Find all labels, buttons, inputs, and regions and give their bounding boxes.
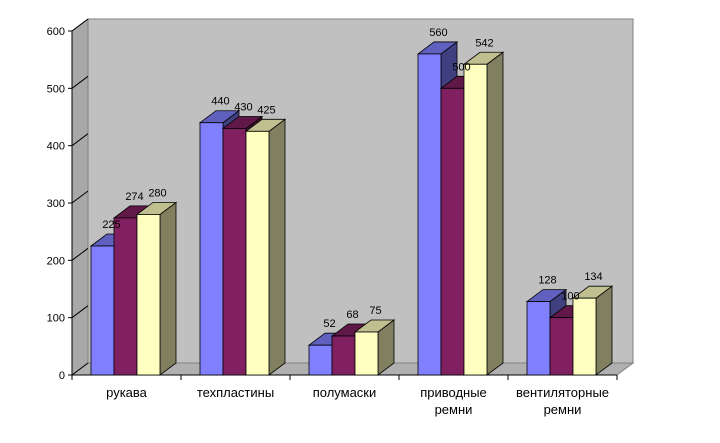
- bar-side: [595, 285, 613, 376]
- x-category-label: вентиляторные ремни: [516, 385, 609, 417]
- data-label: 425: [257, 104, 275, 116]
- y-gridline-side: [71, 190, 89, 204]
- y-gridline-side: [71, 305, 89, 319]
- data-label: 134: [584, 271, 602, 283]
- bar: [417, 53, 442, 376]
- x-category-label-line: полумаски: [313, 385, 377, 400]
- x-category-label-line: ремни: [435, 402, 473, 417]
- data-label: 560: [429, 27, 447, 39]
- data-label: 280: [148, 187, 166, 199]
- y-tick-label: 200: [47, 255, 65, 267]
- bar: [245, 130, 270, 376]
- y-gridline-side: [71, 133, 89, 147]
- y-tick-label: 500: [47, 83, 65, 95]
- y-tick-label: 0: [59, 370, 65, 382]
- chart-bars: [89, 41, 614, 376]
- bar: [463, 63, 488, 376]
- bar-side: [268, 118, 286, 376]
- data-label: 52: [323, 318, 335, 330]
- chart-labels: 0 100 200 300 400 500 600 225 274 280 рукава 440 430…: [47, 26, 609, 417]
- y-tick-label: 400: [47, 141, 65, 153]
- data-label: 440: [211, 96, 229, 108]
- y-tick-label: 300: [47, 198, 65, 210]
- data-label: 75: [369, 305, 381, 317]
- bar: [222, 128, 247, 376]
- bar: [440, 87, 465, 376]
- data-label: 68: [346, 309, 358, 321]
- y-gridline-side: [71, 247, 89, 261]
- data-label: 128: [538, 275, 556, 287]
- y-gridline-side: [71, 75, 89, 89]
- data-label: 100: [561, 291, 579, 303]
- data-label: 430: [234, 101, 252, 113]
- bar: [113, 217, 138, 376]
- bar: [354, 331, 379, 376]
- bar: [331, 335, 356, 376]
- x-category-label-line: рукава: [106, 385, 148, 400]
- x-category-label-line: ремни: [544, 402, 582, 417]
- bar: [308, 344, 333, 376]
- data-label: 500: [452, 61, 470, 73]
- bar: [90, 245, 115, 376]
- bar: [136, 214, 161, 376]
- x-category-label: техпластины: [197, 385, 274, 400]
- bar: [549, 317, 574, 376]
- y-gridline-side: [71, 18, 89, 32]
- data-label: 225: [102, 219, 120, 231]
- bar: [199, 122, 224, 376]
- bar-side: [486, 51, 504, 376]
- data-label: 542: [475, 37, 493, 49]
- x-category-label-line: техпластины: [197, 385, 274, 400]
- x-category-label: приводные ремни: [420, 385, 487, 417]
- x-category-label-line: приводные: [420, 385, 487, 400]
- y-tick-label: 100: [47, 313, 65, 325]
- bar-side: [159, 201, 177, 376]
- bar: [526, 301, 551, 376]
- x-category-label-line: вентиляторные: [516, 385, 609, 400]
- x-category-label: полумаски: [313, 385, 377, 400]
- data-label: 274: [125, 191, 143, 203]
- bar: [572, 297, 597, 376]
- x-category-label: рукава: [106, 385, 148, 400]
- y-gridline-side: [71, 362, 89, 376]
- y-tick-label: 600: [47, 26, 65, 38]
